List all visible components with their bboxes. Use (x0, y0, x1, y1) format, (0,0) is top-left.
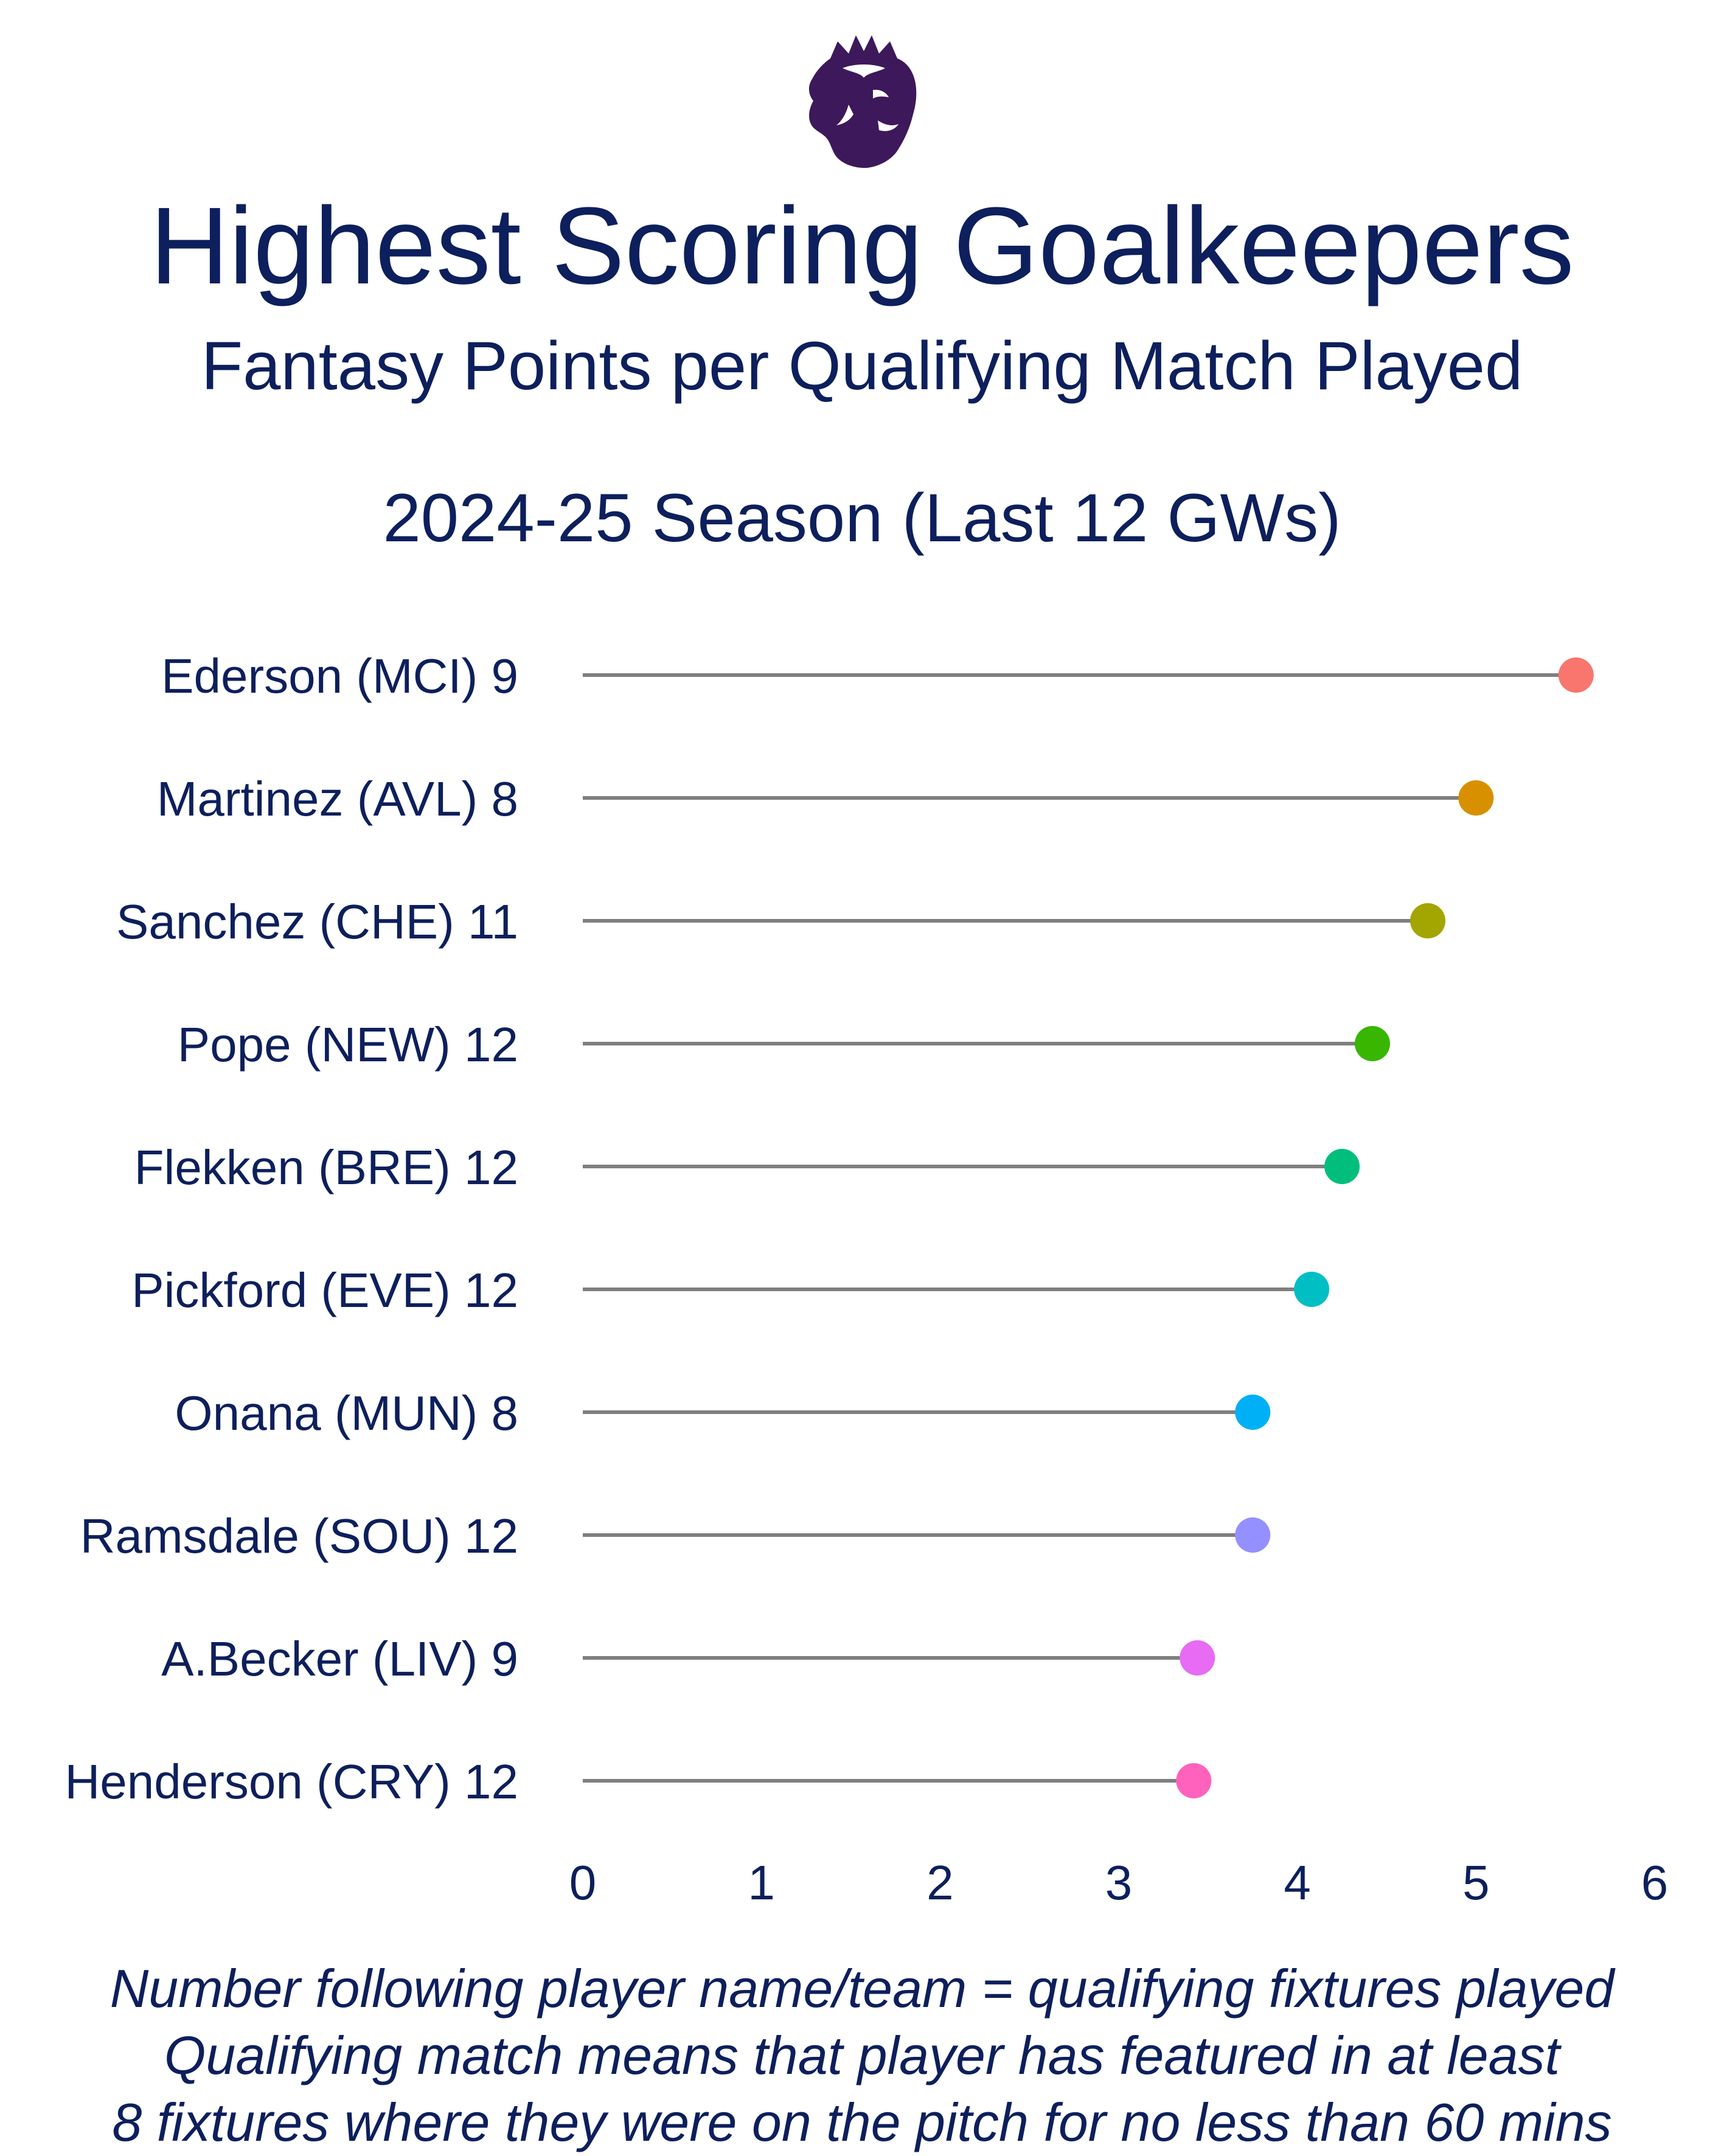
lollipop-point (1410, 903, 1446, 938)
category-label: Sanchez (CHE) 11 (116, 895, 518, 949)
category-label: Ramsdale (SOU) 12 (80, 1509, 518, 1563)
lollipop-point (1324, 1149, 1360, 1184)
chart-title: Highest Scoring Goalkeepers (150, 185, 1574, 307)
footnote-line-1: Number following player name/team = qual… (109, 1958, 1615, 2019)
footnote-line-3: 8 fixtures where they were on the pitch … (112, 2092, 1612, 2152)
footnote-line-2: Qualifying match means that player has f… (164, 2025, 1560, 2085)
category-label: Pickford (EVE) 12 (131, 1263, 518, 1317)
footnotes: Number following player name/team = qual… (0, 1955, 1724, 2156)
x-tick-label: 3 (1105, 1856, 1133, 1910)
category-label: Ederson (MCI) 9 (161, 649, 518, 703)
x-tick-label: 0 (569, 1856, 597, 1910)
category-label: Onana (MUN) 8 (175, 1386, 518, 1440)
premier-league-lion-icon (808, 35, 917, 168)
x-tick-label: 5 (1462, 1856, 1490, 1910)
chart-subtitle: Fantasy Points per Qualifying Match Play… (201, 328, 1523, 404)
lollipop-point (1294, 1272, 1330, 1307)
season-label: 2024-25 Season (Last 12 GWs) (383, 480, 1341, 556)
category-label: Henderson (CRY) 12 (64, 1755, 518, 1809)
x-tick-label: 6 (1641, 1856, 1669, 1910)
x-tick-label: 2 (926, 1856, 954, 1910)
category-label: Martinez (AVL) 8 (157, 772, 518, 826)
lollipop-point (1458, 780, 1494, 816)
x-tick-label: 1 (748, 1856, 775, 1910)
lollipop-point (1176, 1763, 1212, 1798)
lollipop-point (1355, 1026, 1391, 1061)
category-label: Flekken (BRE) 12 (134, 1140, 518, 1194)
category-label: Pope (NEW) 12 (178, 1017, 518, 1072)
category-label: A.Becker (LIV) 9 (161, 1632, 518, 1686)
lollipop-point (1180, 1640, 1215, 1676)
lollipop-point (1558, 657, 1594, 693)
lollipop-point (1235, 1517, 1271, 1553)
lollipop-point (1235, 1395, 1271, 1430)
x-tick-label: 4 (1284, 1856, 1311, 1910)
